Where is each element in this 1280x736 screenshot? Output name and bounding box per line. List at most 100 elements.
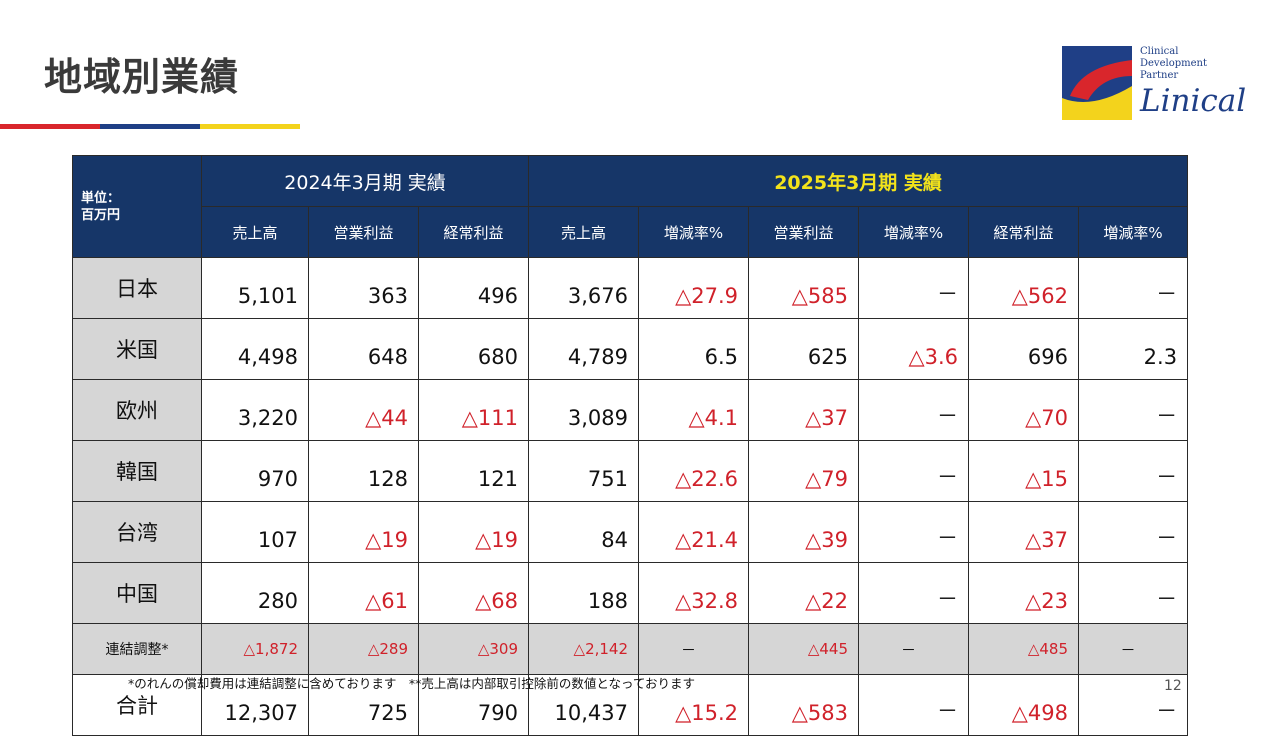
table-cell: 648	[308, 318, 419, 380]
table-cell: 3,220	[201, 379, 309, 441]
table-cell: △23	[968, 562, 1080, 624]
table-cell: △22	[748, 562, 860, 624]
table-cell: 496	[417, 257, 530, 319]
table-cell: △79	[748, 440, 860, 502]
table-cell: －	[638, 623, 750, 675]
table-cell: 751	[528, 440, 640, 502]
logo-line-1: Clinical	[1140, 46, 1179, 57]
region-label: 日本	[72, 257, 202, 319]
table-cell: 3,089	[528, 379, 640, 441]
table-row: 韓国 970 128 121 751 △22.6 △79 － △15 －	[72, 440, 1189, 502]
table-cell: －	[858, 623, 970, 675]
col-header-2025-sales: 売上高	[528, 206, 640, 258]
table-cell: △19	[308, 501, 419, 563]
table-cell: △2,142	[528, 623, 640, 675]
col-header-2025-operating: 営業利益	[748, 206, 860, 258]
page-title: 地域別業績	[44, 55, 240, 99]
table-cell: －	[1078, 501, 1189, 563]
logo-mark-icon	[1062, 46, 1132, 120]
region-label: 米国	[72, 318, 202, 380]
table-row: 欧州 3,220 △44 △111 3,089 △4.1 △37 － △70 －	[72, 379, 1189, 441]
table-cell: 280	[201, 562, 309, 624]
col-header-2024-ordinary: 経常利益	[417, 206, 530, 258]
table-cell: △289	[308, 623, 419, 675]
table-cell: －	[1078, 379, 1189, 441]
logo-line-2: Development	[1140, 58, 1207, 69]
col-header-2024-sales: 売上高	[201, 206, 309, 258]
logo-tagline: Clinical Development Partner	[1140, 46, 1207, 82]
table-cell: －	[1078, 623, 1189, 675]
table-cell: －	[858, 501, 970, 563]
region-label: 台湾	[72, 501, 202, 563]
table-cell: －	[858, 379, 970, 441]
table-cell: △15	[968, 440, 1080, 502]
col-header-2025-sales-change: 増減率%	[638, 206, 750, 258]
table-cell: △61	[308, 562, 419, 624]
logo-line-3: Partner	[1140, 70, 1179, 81]
table-cell: 4,498	[201, 318, 309, 380]
table-cell: －	[1078, 440, 1189, 502]
table-cell: △309	[417, 623, 530, 675]
table-cell: △21.4	[638, 501, 750, 563]
col-header-2025-ordinary-change: 増減率%	[1078, 206, 1189, 258]
group-header-2024: 2024年3月期 実績	[200, 155, 530, 207]
regional-performance-table: 単位： 百万円 2024年3月期 実績 2025年3月期 実績 売上高 営業利益…	[72, 155, 1189, 736]
col-header-2025-ordinary: 経常利益	[968, 206, 1080, 258]
group-header-2025: 2025年3月期 実績	[528, 155, 1189, 207]
col-header-2025-operating-change: 増減率%	[858, 206, 970, 258]
region-label: 欧州	[72, 379, 202, 441]
table-cell: △27.9	[638, 257, 750, 319]
table-cell: △70	[968, 379, 1080, 441]
table-cell: －	[1078, 562, 1189, 624]
table-cell: 970	[201, 440, 309, 502]
table-row: 日本 5,101 363 496 3,676 △27.9 △585 － △562 －	[72, 257, 1189, 319]
table-cell: △498	[968, 674, 1080, 736]
logo-brand-name: Linical	[1140, 83, 1247, 119]
table-cell: －	[858, 674, 970, 736]
table-cell: 3,676	[528, 257, 640, 319]
table-cell: △37	[968, 501, 1080, 563]
table-cell: 84	[528, 501, 640, 563]
table-cell: －	[858, 562, 970, 624]
unit-label: 単位：	[81, 190, 121, 206]
unit-header: 単位： 百万円	[72, 155, 202, 258]
table-row: 台湾 107 △19 △19 84 △21.4 △39 － △37 －	[72, 501, 1189, 563]
page-number: 12	[1164, 678, 1182, 694]
table-cell: △111	[417, 379, 530, 441]
table-cell: －	[1078, 257, 1189, 319]
table-cell: 6.5	[638, 318, 750, 380]
table-cell: 188	[528, 562, 640, 624]
region-label: 中国	[72, 562, 202, 624]
table-row: 連結調整* △1,872 △289 △309 △2,142 － △445 － △485 －	[72, 623, 1189, 675]
table-cell: △585	[748, 257, 860, 319]
table-cell: △19	[417, 501, 530, 563]
table-cell: 2.3	[1078, 318, 1189, 380]
table-cell: 625	[748, 318, 860, 380]
table-cell: △39	[748, 501, 860, 563]
table-cell: △562	[968, 257, 1080, 319]
company-logo: Clinical Development Partner Linical	[1062, 46, 1257, 122]
table-cell: 5,101	[201, 257, 309, 319]
table-cell: －	[858, 257, 970, 319]
accent-rule-yellow	[200, 124, 300, 129]
table-cell: 128	[308, 440, 419, 502]
footnote: *のれんの償却費用は連結調整に含めております **売上高は内部取引控除前の数値と…	[128, 676, 696, 691]
region-label: 連結調整*	[72, 623, 202, 675]
table-cell: △3.6	[858, 318, 970, 380]
table-row: 中国 280 △61 △68 188 △32.8 △22 － △23 －	[72, 562, 1189, 624]
table-cell: △22.6	[638, 440, 750, 502]
table-cell: △44	[308, 379, 419, 441]
table-cell: △583	[748, 674, 860, 736]
unit-value: 百万円	[81, 207, 121, 223]
table-cell: △37	[748, 379, 860, 441]
col-header-2024-operating: 営業利益	[308, 206, 419, 258]
table-row: 米国 4,498 648 680 4,789 6.5 625 △3.6 696 2.3	[72, 318, 1189, 380]
table-cell: 121	[417, 440, 530, 502]
table-cell: 680	[417, 318, 530, 380]
region-label: 韓国	[72, 440, 202, 502]
table-cell: △4.1	[638, 379, 750, 441]
table-cell: △485	[968, 623, 1080, 675]
table-cell: －	[858, 440, 970, 502]
accent-rule-blue	[100, 124, 200, 129]
table-cell: 363	[308, 257, 419, 319]
